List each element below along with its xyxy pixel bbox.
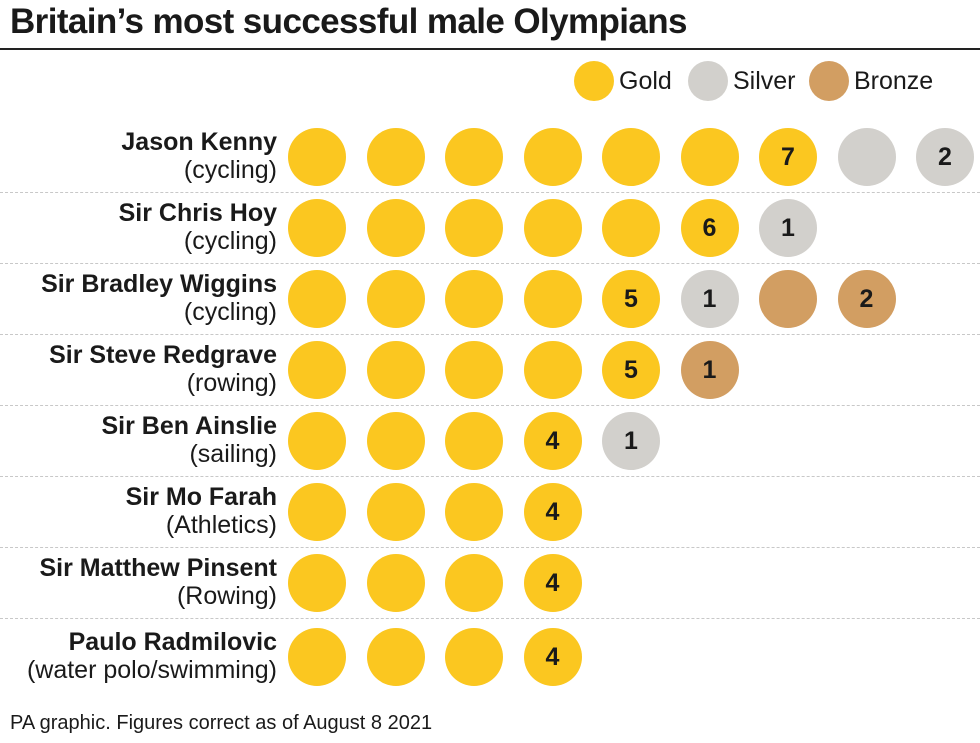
medal-silver: 1 bbox=[680, 270, 739, 328]
medal-gold: 5 bbox=[602, 270, 660, 328]
medal-gold bbox=[445, 270, 503, 328]
row-label: Sir Ben Ainslie (sailing) bbox=[0, 412, 277, 468]
medal-gold bbox=[288, 128, 346, 186]
row-label: Sir Chris Hoy (cycling) bbox=[0, 199, 277, 255]
chart-title: Britain’s most successful male Olympians bbox=[10, 2, 688, 41]
medal-gold bbox=[445, 128, 503, 186]
medal-gold bbox=[602, 128, 660, 186]
medal-gold bbox=[366, 270, 425, 328]
medal-gold bbox=[366, 554, 425, 612]
athlete-name: Sir Matthew Pinsent bbox=[39, 554, 277, 582]
medal-gold bbox=[288, 628, 346, 686]
medal-gold bbox=[523, 270, 582, 328]
athlete-sport: (rowing) bbox=[186, 369, 277, 397]
athlete-name: Sir Ben Ainslie bbox=[101, 412, 277, 440]
medal-gold bbox=[445, 554, 503, 612]
medal-bronze bbox=[759, 270, 817, 328]
row-divider bbox=[0, 476, 980, 477]
athlete-sport: (Rowing) bbox=[176, 582, 277, 610]
medal-gold bbox=[602, 199, 660, 257]
athlete-sport: (Athletics) bbox=[165, 511, 277, 539]
medal-silver: 1 bbox=[759, 199, 817, 257]
medal-gold: 4 bbox=[523, 554, 582, 612]
legend: Gold Silver Bronze bbox=[0, 0, 980, 110]
medal-gold bbox=[523, 341, 582, 399]
row-divider bbox=[0, 334, 980, 335]
athlete-name: Paulo Radmilovic bbox=[68, 628, 277, 656]
medal-gold bbox=[366, 412, 425, 470]
row-label: Sir Bradley Wiggins (cycling) bbox=[0, 270, 277, 326]
medal-gold: 4 bbox=[523, 412, 582, 470]
athlete-sport: (cycling) bbox=[183, 156, 277, 184]
medal-gold: 4 bbox=[523, 483, 582, 541]
medal-gold bbox=[680, 128, 739, 186]
legend-label-bronze: Bronze bbox=[854, 67, 934, 95]
medal-gold bbox=[523, 199, 582, 257]
row-label: Sir Matthew Pinsent (Rowing) bbox=[0, 554, 277, 610]
medal-gold bbox=[288, 554, 346, 612]
title-rule bbox=[0, 48, 980, 50]
legend-swatch-gold bbox=[574, 61, 614, 101]
medal-gold bbox=[366, 199, 425, 257]
athlete-name: Sir Steve Redgrave bbox=[49, 341, 277, 369]
legend-label-silver: Silver bbox=[733, 67, 796, 95]
medal-gold bbox=[445, 628, 503, 686]
medal-gold bbox=[445, 341, 503, 399]
medal-gold bbox=[366, 341, 425, 399]
medal-gold: 5 bbox=[602, 341, 660, 399]
row-divider bbox=[0, 192, 980, 193]
legend-swatch-silver bbox=[688, 61, 728, 101]
medal-gold bbox=[288, 483, 346, 541]
medal-gold: 7 bbox=[759, 128, 817, 186]
legend-label-gold: Gold bbox=[619, 67, 672, 95]
medal-silver: 1 bbox=[602, 412, 660, 470]
athlete-sport: (sailing) bbox=[189, 440, 277, 468]
medal-gold bbox=[366, 628, 425, 686]
medal-gold bbox=[445, 199, 503, 257]
medal-gold bbox=[366, 483, 425, 541]
row-label: Sir Steve Redgrave (rowing) bbox=[0, 341, 277, 397]
medal-gold bbox=[445, 412, 503, 470]
footer-source: PA graphic. Figures correct as of August… bbox=[10, 712, 433, 734]
legend-swatch-bronze bbox=[809, 61, 849, 101]
medal-gold bbox=[288, 270, 346, 328]
row-divider bbox=[0, 618, 980, 619]
athlete-sport: (cycling) bbox=[183, 298, 277, 326]
medal-gold bbox=[288, 412, 346, 470]
medal-gold: 6 bbox=[680, 199, 739, 257]
medal-gold bbox=[288, 199, 346, 257]
athlete-name: Sir Bradley Wiggins bbox=[41, 270, 277, 298]
medal-bronze: 2 bbox=[837, 270, 896, 328]
athlete-name: Sir Chris Hoy bbox=[118, 199, 277, 227]
athlete-sport: (water polo/swimming) bbox=[26, 656, 277, 684]
medal-gold bbox=[523, 128, 582, 186]
medal-gold bbox=[366, 128, 425, 186]
row-divider bbox=[0, 263, 980, 264]
row-label: Jason Kenny (cycling) bbox=[0, 128, 277, 184]
athlete-name: Sir Mo Farah bbox=[125, 483, 277, 511]
medal-gold bbox=[288, 341, 346, 399]
medal-bronze: 1 bbox=[680, 341, 739, 399]
medal-gold bbox=[445, 483, 503, 541]
row-label: Sir Mo Farah (Athletics) bbox=[0, 483, 277, 539]
medal-silver: 2 bbox=[916, 128, 974, 186]
medal-gold: 4 bbox=[523, 628, 582, 686]
athlete-sport: (cycling) bbox=[183, 227, 277, 255]
row-divider bbox=[0, 405, 980, 406]
medal-silver bbox=[837, 128, 896, 186]
row-divider bbox=[0, 547, 980, 548]
athlete-name: Jason Kenny bbox=[121, 128, 277, 156]
row-label: Paulo Radmilovic (water polo/swimming) bbox=[0, 628, 277, 684]
